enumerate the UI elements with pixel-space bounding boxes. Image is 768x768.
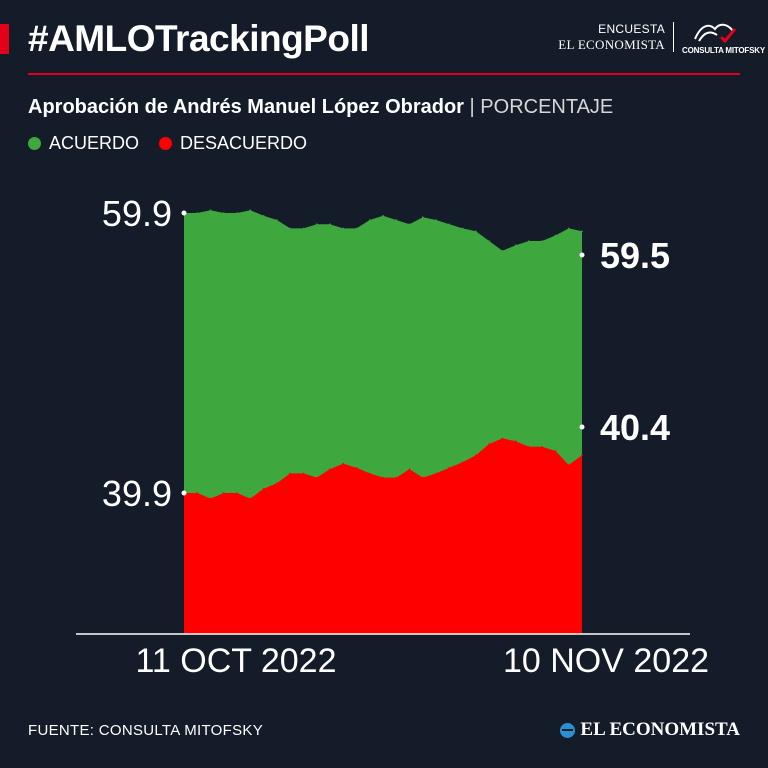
data-point-desacuerdo bbox=[302, 472, 305, 475]
legend-label-acuerdo: ACUERDO bbox=[49, 133, 140, 153]
data-point-acuerdo bbox=[435, 219, 437, 221]
footer-logo-text: EL ECONOMISTA bbox=[580, 719, 740, 740]
header-divider bbox=[28, 73, 740, 75]
series-area-desacuerdo bbox=[184, 438, 582, 634]
data-point-acuerdo bbox=[302, 227, 305, 230]
data-point-acuerdo bbox=[541, 240, 543, 242]
data-point-desacuerdo bbox=[514, 440, 517, 443]
data-point-desacuerdo bbox=[289, 472, 291, 475]
data-point-acuerdo bbox=[581, 230, 583, 232]
end-marker-desacuerdo bbox=[579, 424, 585, 430]
data-point-acuerdo bbox=[461, 227, 464, 230]
y-tick-label: 59.9 bbox=[102, 193, 172, 234]
data-point-acuerdo bbox=[276, 219, 278, 221]
header-accent-bar bbox=[0, 24, 9, 54]
data-point-acuerdo bbox=[355, 227, 358, 230]
x-tick-label: 11 OCT 2022 bbox=[136, 642, 337, 680]
data-point-desacuerdo bbox=[329, 468, 331, 471]
data-point-desacuerdo bbox=[276, 482, 278, 485]
data-point-desacuerdo bbox=[554, 450, 557, 452]
data-point-desacuerdo bbox=[448, 467, 451, 469]
partner-label: CONSULTA MITOFSKY bbox=[682, 46, 765, 55]
y-tick-marker bbox=[181, 490, 187, 496]
data-point-desacuerdo bbox=[475, 454, 477, 457]
chart-unit-label: PORCENTAJE bbox=[480, 96, 614, 118]
data-point-desacuerdo bbox=[422, 476, 424, 479]
data-point-desacuerdo bbox=[461, 461, 464, 464]
data-point-desacuerdo bbox=[581, 454, 583, 457]
y-tick-marker bbox=[181, 210, 187, 216]
data-point-acuerdo bbox=[528, 240, 530, 242]
data-point-acuerdo bbox=[395, 219, 398, 221]
data-point-acuerdo bbox=[501, 250, 504, 252]
legend-item-acuerdo: ACUERDO bbox=[28, 133, 139, 154]
data-point-desacuerdo bbox=[488, 443, 490, 445]
data-point-acuerdo bbox=[567, 227, 570, 230]
partner-logo: CONSULTA MITOFSKY bbox=[674, 19, 765, 55]
data-point-acuerdo bbox=[329, 223, 331, 225]
data-point-acuerdo bbox=[236, 212, 238, 214]
end-label-acuerdo: 59.5 bbox=[600, 235, 670, 276]
chart-title: Aprobación de Andrés Manuel López Obrado… bbox=[28, 94, 613, 120]
y-tick-label: 39.9 bbox=[102, 473, 172, 514]
data-point-desacuerdo bbox=[262, 488, 265, 490]
data-point-desacuerdo bbox=[368, 472, 371, 475]
data-point-desacuerdo bbox=[395, 476, 398, 479]
data-point-acuerdo bbox=[196, 212, 199, 214]
data-point-desacuerdo bbox=[501, 437, 504, 440]
end-label-desacuerdo: 40.4 bbox=[600, 407, 670, 448]
data-point-acuerdo bbox=[315, 223, 318, 225]
data-point-acuerdo bbox=[289, 227, 291, 230]
data-point-desacuerdo bbox=[355, 467, 358, 469]
data-point-desacuerdo bbox=[528, 446, 530, 448]
data-point-desacuerdo bbox=[209, 497, 212, 500]
x-tick-label: 10 NOV 2022 bbox=[503, 642, 709, 680]
data-point-desacuerdo bbox=[342, 462, 345, 465]
data-point-desacuerdo bbox=[236, 492, 238, 494]
data-point-desacuerdo bbox=[408, 468, 411, 471]
brand-logo: ENCUESTA EL ECONOMISTA CONSULTA MITOFSKY bbox=[558, 14, 765, 60]
data-point-acuerdo bbox=[262, 215, 265, 217]
data-point-acuerdo bbox=[514, 244, 517, 246]
legend-dot-desacuerdo bbox=[159, 137, 173, 150]
data-point-acuerdo bbox=[448, 223, 451, 225]
data-point-desacuerdo bbox=[223, 492, 225, 494]
brand-bottom-text: EL ECONOMISTA bbox=[558, 37, 665, 52]
data-point-desacuerdo bbox=[382, 476, 384, 479]
data-point-acuerdo bbox=[209, 209, 212, 211]
data-point-desacuerdo bbox=[435, 472, 437, 475]
chart-legend: ACUERDO DESACUERDO bbox=[28, 133, 327, 154]
title-separator: | bbox=[469, 96, 481, 118]
page-title: #AMLOTrackingPoll bbox=[28, 18, 370, 59]
globe-icon bbox=[560, 722, 576, 738]
data-point-desacuerdo bbox=[315, 476, 318, 479]
data-point-acuerdo bbox=[368, 219, 371, 221]
data-point-acuerdo bbox=[342, 227, 345, 230]
source-note: FUENTE: CONSULTA MITOFSKY bbox=[28, 722, 264, 739]
footer-logo: EL ECONOMISTA bbox=[560, 719, 740, 741]
data-point-desacuerdo bbox=[567, 464, 570, 466]
data-point-acuerdo bbox=[488, 240, 490, 242]
data-point-desacuerdo bbox=[196, 492, 199, 494]
legend-dot-acuerdo bbox=[28, 137, 41, 150]
brand-wordmark: ENCUESTA EL ECONOMISTA bbox=[558, 22, 674, 52]
data-point-acuerdo bbox=[408, 223, 411, 225]
data-point-acuerdo bbox=[382, 215, 384, 217]
data-point-desacuerdo bbox=[249, 497, 252, 500]
data-point-desacuerdo bbox=[541, 446, 543, 448]
chart-title-text: Aprobación de Andrés Manuel López Obrado… bbox=[28, 96, 464, 118]
data-point-acuerdo bbox=[554, 234, 557, 237]
brand-top-text: ENCUESTA bbox=[598, 22, 665, 36]
data-point-acuerdo bbox=[422, 216, 424, 218]
data-point-acuerdo bbox=[223, 212, 225, 214]
mitofsky-emblem-icon bbox=[694, 23, 737, 44]
legend-label-desacuerdo: DESACUERDO bbox=[180, 133, 308, 153]
data-point-acuerdo bbox=[475, 230, 477, 232]
data-point-acuerdo bbox=[249, 209, 252, 211]
end-marker-acuerdo bbox=[579, 252, 585, 258]
legend-item-desacuerdo: DESACUERDO bbox=[159, 133, 307, 154]
